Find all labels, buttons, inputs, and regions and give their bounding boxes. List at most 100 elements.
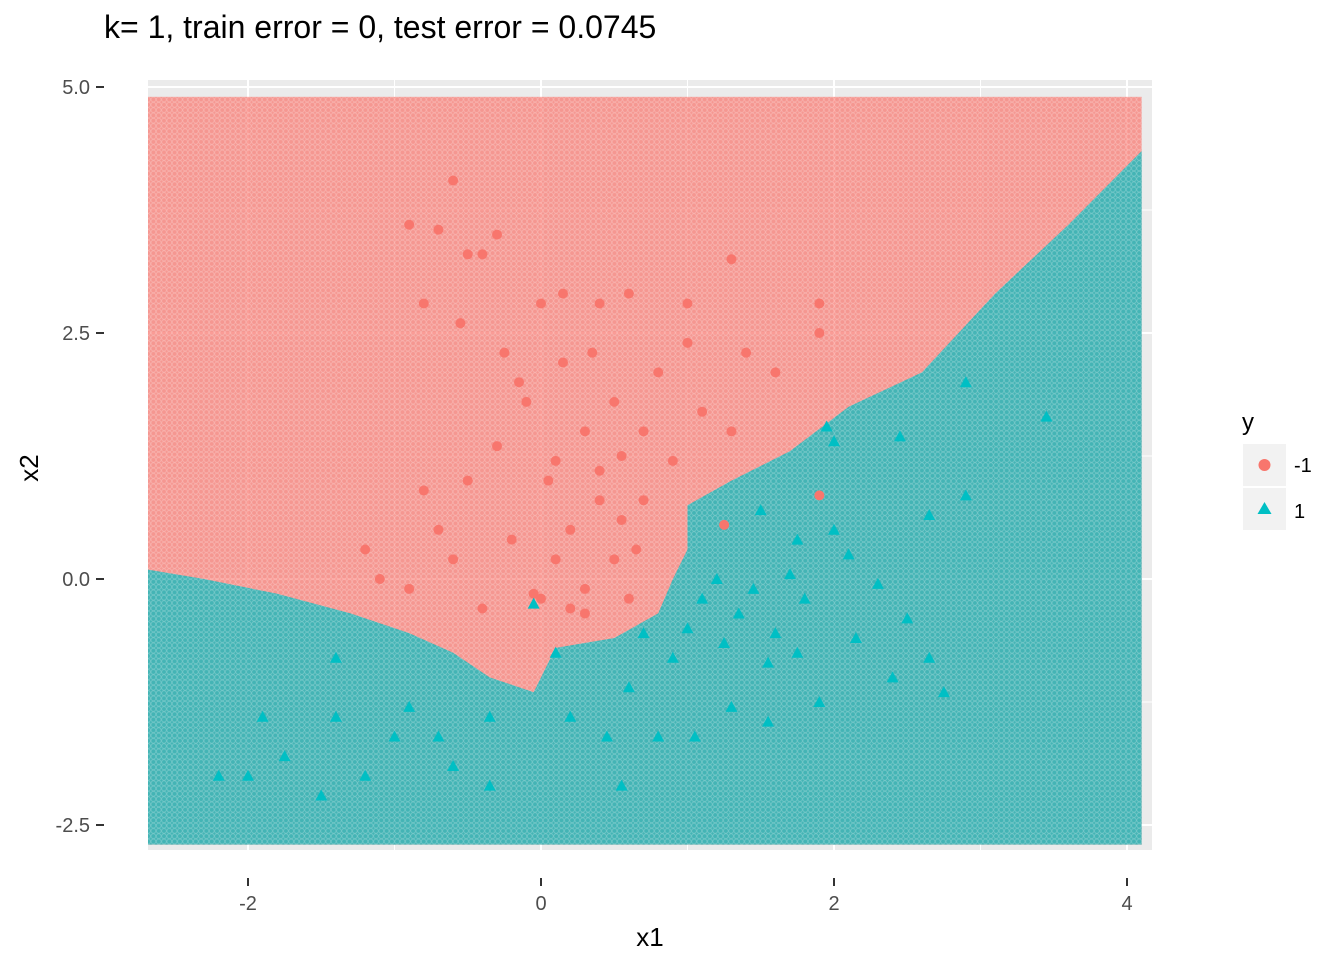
- legend-title: y: [1242, 409, 1254, 436]
- point-class-pos: [762, 656, 775, 668]
- point-class-neg: [418, 485, 429, 496]
- point-class-pos: [871, 577, 884, 589]
- point-class-pos: [212, 769, 225, 781]
- point-class-neg: [579, 426, 590, 437]
- point-class-neg: [667, 455, 678, 466]
- point-class-pos: [886, 671, 899, 683]
- point-class-pos: [388, 730, 401, 742]
- point-class-pos: [901, 612, 914, 624]
- point-class-pos: [923, 509, 936, 521]
- point-class-neg: [455, 318, 466, 329]
- point-class-neg: [726, 426, 737, 437]
- point-class-pos: [959, 376, 972, 388]
- point-class-pos: [681, 622, 694, 634]
- point-class-pos: [315, 789, 328, 801]
- chart-title: k= 1, train error = 0, test error = 0.07…: [104, 9, 656, 45]
- point-class-pos: [791, 533, 804, 545]
- point-class-neg: [770, 367, 781, 378]
- x-axis-title: x1: [636, 922, 663, 952]
- point-class-neg: [557, 288, 568, 299]
- y-axis-ticks: -2.5 0.0 2.5 5.0: [56, 77, 104, 837]
- point-class-neg: [565, 524, 576, 535]
- point-class-neg: [741, 347, 752, 358]
- point-class-pos: [652, 730, 665, 742]
- point-class-pos: [842, 548, 855, 560]
- legend-label-pos: 1: [1294, 501, 1305, 523]
- point-class-pos: [329, 710, 342, 722]
- point-class-pos: [784, 568, 797, 580]
- point-class-pos: [710, 573, 723, 584]
- legend-entry-pos: 1: [1243, 488, 1305, 530]
- x-tick-label: 4: [1121, 893, 1132, 915]
- point-class-pos: [564, 710, 577, 722]
- point-class-neg: [594, 298, 605, 309]
- point-class-neg: [814, 490, 825, 501]
- point-class-pos: [828, 435, 840, 447]
- point-class-pos: [820, 420, 833, 432]
- point-class-neg: [462, 249, 473, 260]
- point-class-neg: [499, 347, 510, 358]
- point-class-neg: [404, 219, 415, 230]
- point-class-neg: [528, 588, 539, 599]
- point-class-pos: [718, 636, 731, 648]
- point-class-pos: [403, 700, 416, 712]
- point-class-pos: [696, 592, 709, 604]
- point-class-neg: [433, 224, 444, 235]
- point-class-neg: [536, 298, 546, 309]
- point-class-pos: [747, 582, 760, 594]
- point-class-pos: [688, 730, 701, 742]
- point-class-neg: [448, 175, 459, 186]
- legend: y -1 1: [1242, 409, 1312, 530]
- point-class-pos: [769, 627, 782, 639]
- point-class-pos: [893, 430, 906, 442]
- point-class-pos: [813, 696, 826, 707]
- point-class-neg: [653, 367, 664, 378]
- legend-triangle-icon: [1257, 502, 1272, 514]
- point-class-neg: [609, 396, 620, 407]
- point-class-neg: [565, 603, 576, 614]
- point-class-neg: [550, 455, 561, 466]
- point-class-neg: [521, 396, 532, 407]
- point-class-pos: [923, 651, 936, 663]
- point-class-pos: [242, 769, 254, 781]
- point-class-neg: [477, 249, 488, 260]
- point-class-neg: [594, 465, 605, 476]
- point-class-pos: [483, 710, 496, 722]
- y-tick-label: 2.5: [62, 323, 90, 345]
- point-class-neg: [814, 328, 825, 338]
- point-class-neg: [616, 451, 627, 461]
- point-class-pos: [798, 592, 811, 604]
- point-class-neg: [579, 583, 590, 594]
- point-class-neg: [587, 347, 598, 358]
- y-tick-label: 5.0: [62, 77, 90, 99]
- point-class-neg: [726, 254, 737, 265]
- point-class-pos: [762, 715, 775, 727]
- point-class-neg: [492, 441, 503, 452]
- point-class-neg: [638, 495, 649, 506]
- y-tick-label: 0.0: [62, 569, 90, 591]
- point-class-pos: [615, 779, 628, 791]
- x-tick-label: -2: [239, 893, 257, 915]
- point-class-neg: [631, 544, 642, 555]
- point-class-pos: [256, 710, 269, 722]
- point-class-neg: [682, 337, 693, 348]
- point-class-neg: [492, 229, 503, 240]
- point-class-pos: [959, 489, 972, 501]
- point-class-pos: [278, 750, 291, 762]
- point-class-neg: [536, 593, 546, 604]
- x-tick-label: 0: [535, 893, 546, 915]
- point-class-neg: [477, 603, 488, 614]
- point-class-neg: [514, 377, 525, 388]
- point-class-pos: [732, 607, 745, 619]
- point-class-neg: [594, 495, 605, 506]
- point-class-neg: [814, 298, 825, 309]
- point-class-neg: [374, 574, 385, 584]
- point-class-pos: [791, 646, 804, 658]
- point-class-pos: [849, 632, 862, 644]
- point-class-pos: [637, 627, 650, 639]
- point-class-pos: [622, 681, 635, 693]
- point-class-pos: [828, 523, 840, 535]
- point-class-neg: [433, 524, 444, 535]
- point-class-neg: [682, 298, 693, 309]
